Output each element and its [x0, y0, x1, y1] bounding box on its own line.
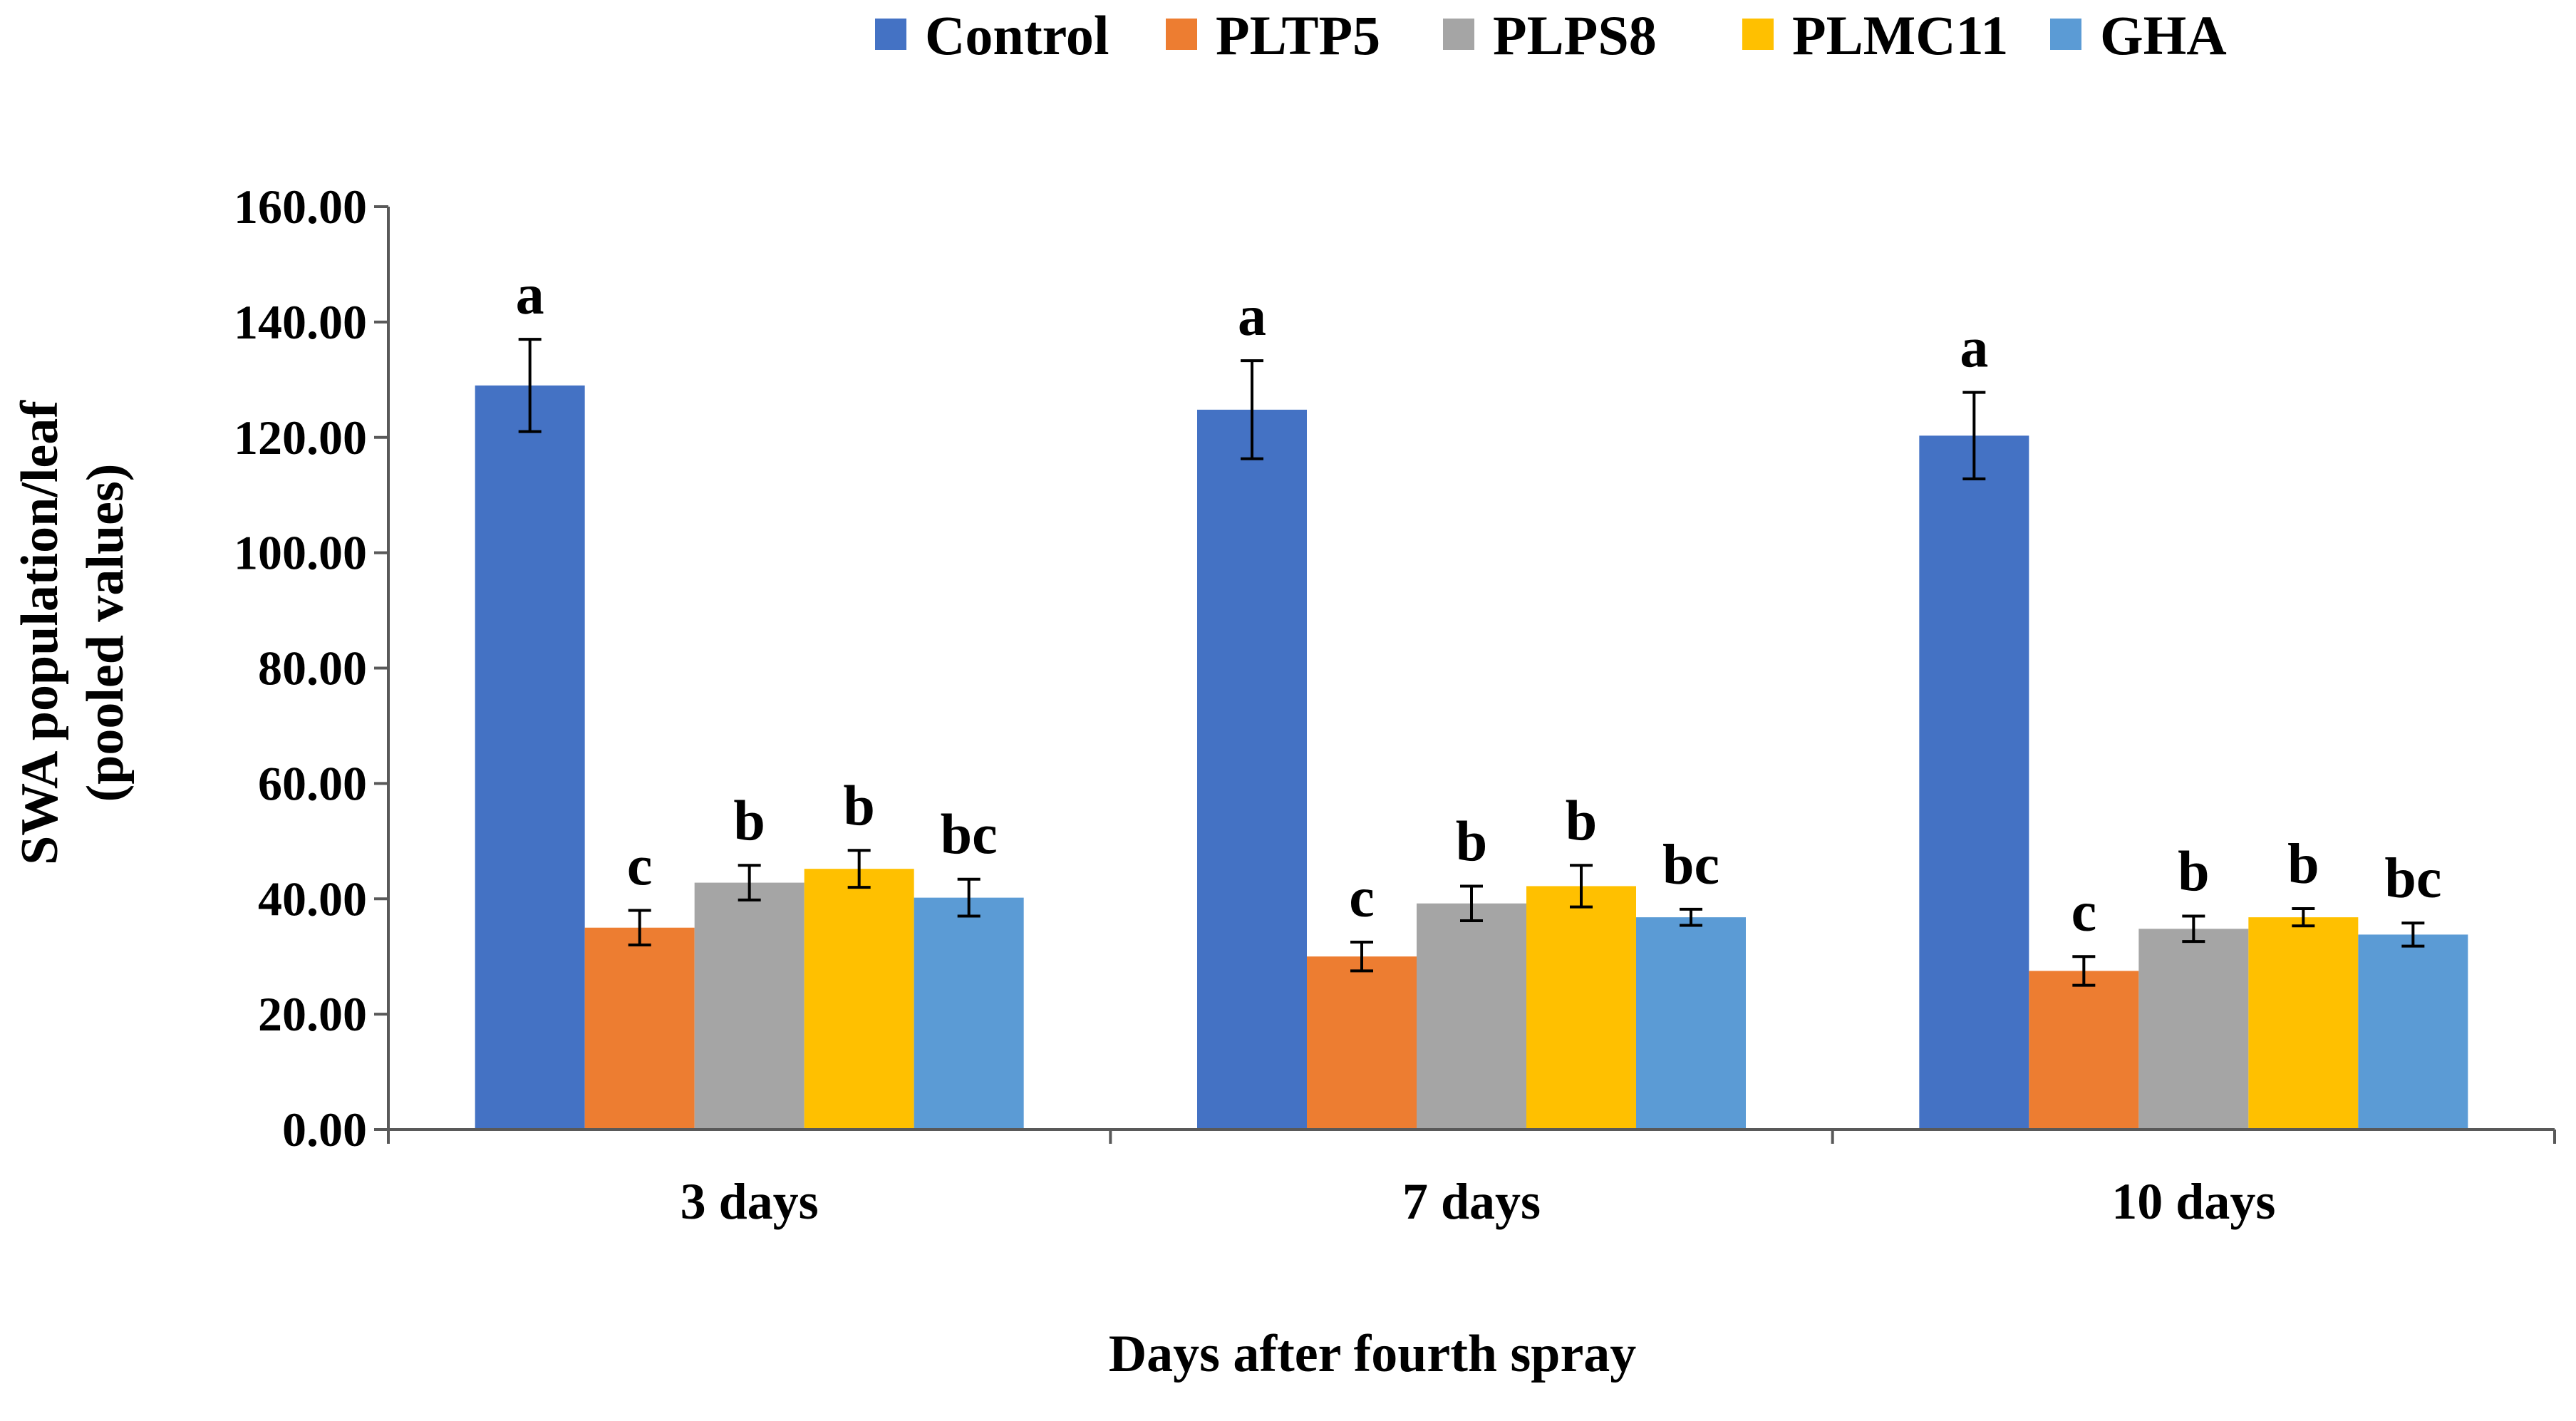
y-tick-label: 100.00 — [234, 526, 367, 580]
legend-item-plmc11: PLMC11 — [1742, 4, 2008, 66]
legend-item-plps8: PLPS8 — [1443, 4, 1657, 66]
y-tick-label: 40.00 — [258, 872, 367, 926]
legend-label: Control — [925, 4, 1109, 66]
significance-letter-plps8-2: b — [2178, 841, 2210, 904]
significance-letter-pltp5-0: c — [627, 834, 653, 897]
legend-item-gha: GHA — [2050, 4, 2227, 66]
error-bar-gha-2 — [2401, 921, 2425, 948]
significance-letter-plps8-0: b — [733, 790, 765, 852]
y-tick-label: 60.00 — [258, 756, 367, 810]
y-tick-label: 120.00 — [234, 410, 367, 465]
significance-letter-plmc11-0: b — [843, 775, 875, 837]
y-tick-label: 0.00 — [282, 1102, 367, 1157]
error-bar-control-1 — [1241, 359, 1263, 460]
error-bar-plmc11-2 — [2292, 907, 2315, 928]
error-bar-pltp5-2 — [2072, 955, 2096, 987]
x-axis-title: Days after fourth spray — [1109, 1325, 1637, 1383]
error-bar-control-0 — [518, 338, 542, 433]
bar-plps8-2 — [2138, 929, 2249, 1130]
y-axis-title-line1: SWA population/leaf — [11, 400, 69, 865]
error-bar-plmc11-0 — [847, 849, 871, 889]
legend-swatch — [875, 19, 906, 50]
x-tick-label: 10 days — [2111, 1173, 2275, 1230]
x-tick-label: 3 days — [681, 1173, 819, 1230]
legend-swatch — [1443, 19, 1474, 50]
legend-label: PLMC11 — [1792, 4, 2008, 66]
legend-item-control: Control — [875, 4, 1109, 66]
plot-area: a c b b bc a c b b bc a c b b bc — [475, 264, 2468, 1130]
y-tick-label: 80.00 — [258, 641, 367, 696]
bar-control-1 — [1197, 409, 1307, 1130]
error-bar-plps8-1 — [1460, 884, 1483, 923]
y-axis-title: SWA population/leaf (pooled values) — [11, 400, 135, 865]
significance-letter-plmc11-2: b — [2287, 833, 2319, 896]
significance-letter-pltp5-1: c — [1349, 867, 1375, 929]
bar-pltp5-1 — [1307, 956, 1417, 1130]
legend-swatch — [1742, 19, 1774, 50]
significance-letter-pltp5-2: c — [2071, 881, 2097, 944]
axes: 3 days 7 days 10 days 0.00 20.00 40.00 60.00 80… — [234, 180, 2556, 1230]
bar-plps8-0 — [694, 882, 805, 1130]
significance-letter-plps8-1: b — [1456, 810, 1488, 873]
significance-letter-gha-1: bc — [1662, 834, 1719, 896]
legend-label: PLPS8 — [1493, 4, 1657, 66]
significance-letter-gha-0: bc — [941, 804, 998, 867]
bar-control-2 — [1919, 435, 2029, 1130]
bar-pltp5-2 — [2029, 971, 2139, 1130]
x-tick-label: 7 days — [1402, 1173, 1541, 1230]
y-tick-label: 140.00 — [234, 295, 367, 349]
error-bar-pltp5-1 — [1350, 940, 1373, 973]
error-bar-gha-1 — [1680, 907, 1702, 927]
legend-swatch — [2050, 19, 2081, 50]
bar-plmc11-1 — [1526, 886, 1636, 1130]
legend-label: PLTP5 — [1216, 4, 1380, 66]
error-bar-pltp5-0 — [628, 909, 651, 946]
significance-letter-gha-2: bc — [2384, 847, 2441, 910]
bar-gha-2 — [2358, 934, 2468, 1130]
error-bar-plps8-0 — [738, 864, 761, 901]
bar-plmc11-0 — [804, 869, 914, 1130]
bar-pltp5-0 — [584, 927, 695, 1130]
bar-plps8-1 — [1417, 903, 1526, 1130]
legend-item-pltp5: PLTP5 — [1166, 4, 1380, 66]
legend-label: GHA — [2100, 4, 2227, 66]
error-bar-control-2 — [1962, 391, 1986, 481]
significance-letter-control-2: a — [1960, 317, 1988, 380]
legend: Control PLTP5 PLPS8 PLMC11 GHA — [875, 4, 2227, 66]
significance-letter-control-0: a — [516, 264, 544, 326]
legend-swatch — [1166, 19, 1197, 50]
bar-gha-1 — [1636, 917, 1746, 1130]
bar-plmc11-2 — [2248, 917, 2359, 1130]
bar-control-0 — [475, 385, 585, 1130]
significance-letter-plmc11-1: b — [1566, 790, 1598, 852]
y-tick-label: 20.00 — [258, 987, 367, 1041]
error-bar-gha-0 — [957, 877, 981, 918]
y-axis-title-line2: (pooled values) — [76, 464, 135, 802]
significance-letter-control-1: a — [1238, 285, 1266, 348]
y-tick-label: 160.00 — [234, 180, 367, 234]
error-bar-plps8-2 — [2182, 914, 2205, 944]
bar-gha-0 — [914, 897, 1024, 1130]
error-bar-plmc11-1 — [1570, 864, 1593, 909]
